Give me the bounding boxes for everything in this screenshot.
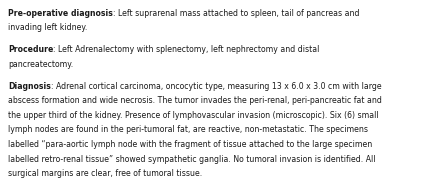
Text: the upper third of the kidney. Presence of lymphovascular invasion (microscopic): the upper third of the kidney. Presence … [8, 111, 379, 120]
Text: labelled “para-aortic lymph node with the fragment of tissue attached to the lar: labelled “para-aortic lymph node with th… [8, 140, 372, 149]
Text: Pre-operative diagnosis: Pre-operative diagnosis [8, 9, 113, 18]
Text: : Left Adrenalectomy with splenectomy, left nephrectomy and distal: : Left Adrenalectomy with splenectomy, l… [53, 45, 320, 54]
Text: Procedure: Procedure [8, 45, 53, 54]
Text: Diagnosis: Diagnosis [8, 82, 51, 91]
Text: : Left suprarenal mass attached to spleen, tail of pancreas and: : Left suprarenal mass attached to splee… [113, 9, 359, 18]
Text: invading left kidney.: invading left kidney. [8, 23, 88, 32]
Text: lymph nodes are found in the peri-tumoral fat, are reactive, non-metastatic. The: lymph nodes are found in the peri-tumora… [8, 125, 368, 134]
Text: surgical margins are clear, free of tumoral tissue.: surgical margins are clear, free of tumo… [8, 169, 202, 178]
Text: labelled retro-renal tissue” showed sympathetic ganglia. No tumoral invasion is : labelled retro-renal tissue” showed symp… [8, 155, 375, 164]
Text: : Adrenal cortical carcinoma, oncocytic type, measuring 13 x 6.0 x 3.0 cm with l: : Adrenal cortical carcinoma, oncocytic … [51, 82, 381, 91]
Text: pancreatectomy.: pancreatectomy. [8, 60, 73, 69]
Text: abscess formation and wide necrosis. The tumor invades the peri-renal, peri-panc: abscess formation and wide necrosis. The… [8, 96, 382, 105]
